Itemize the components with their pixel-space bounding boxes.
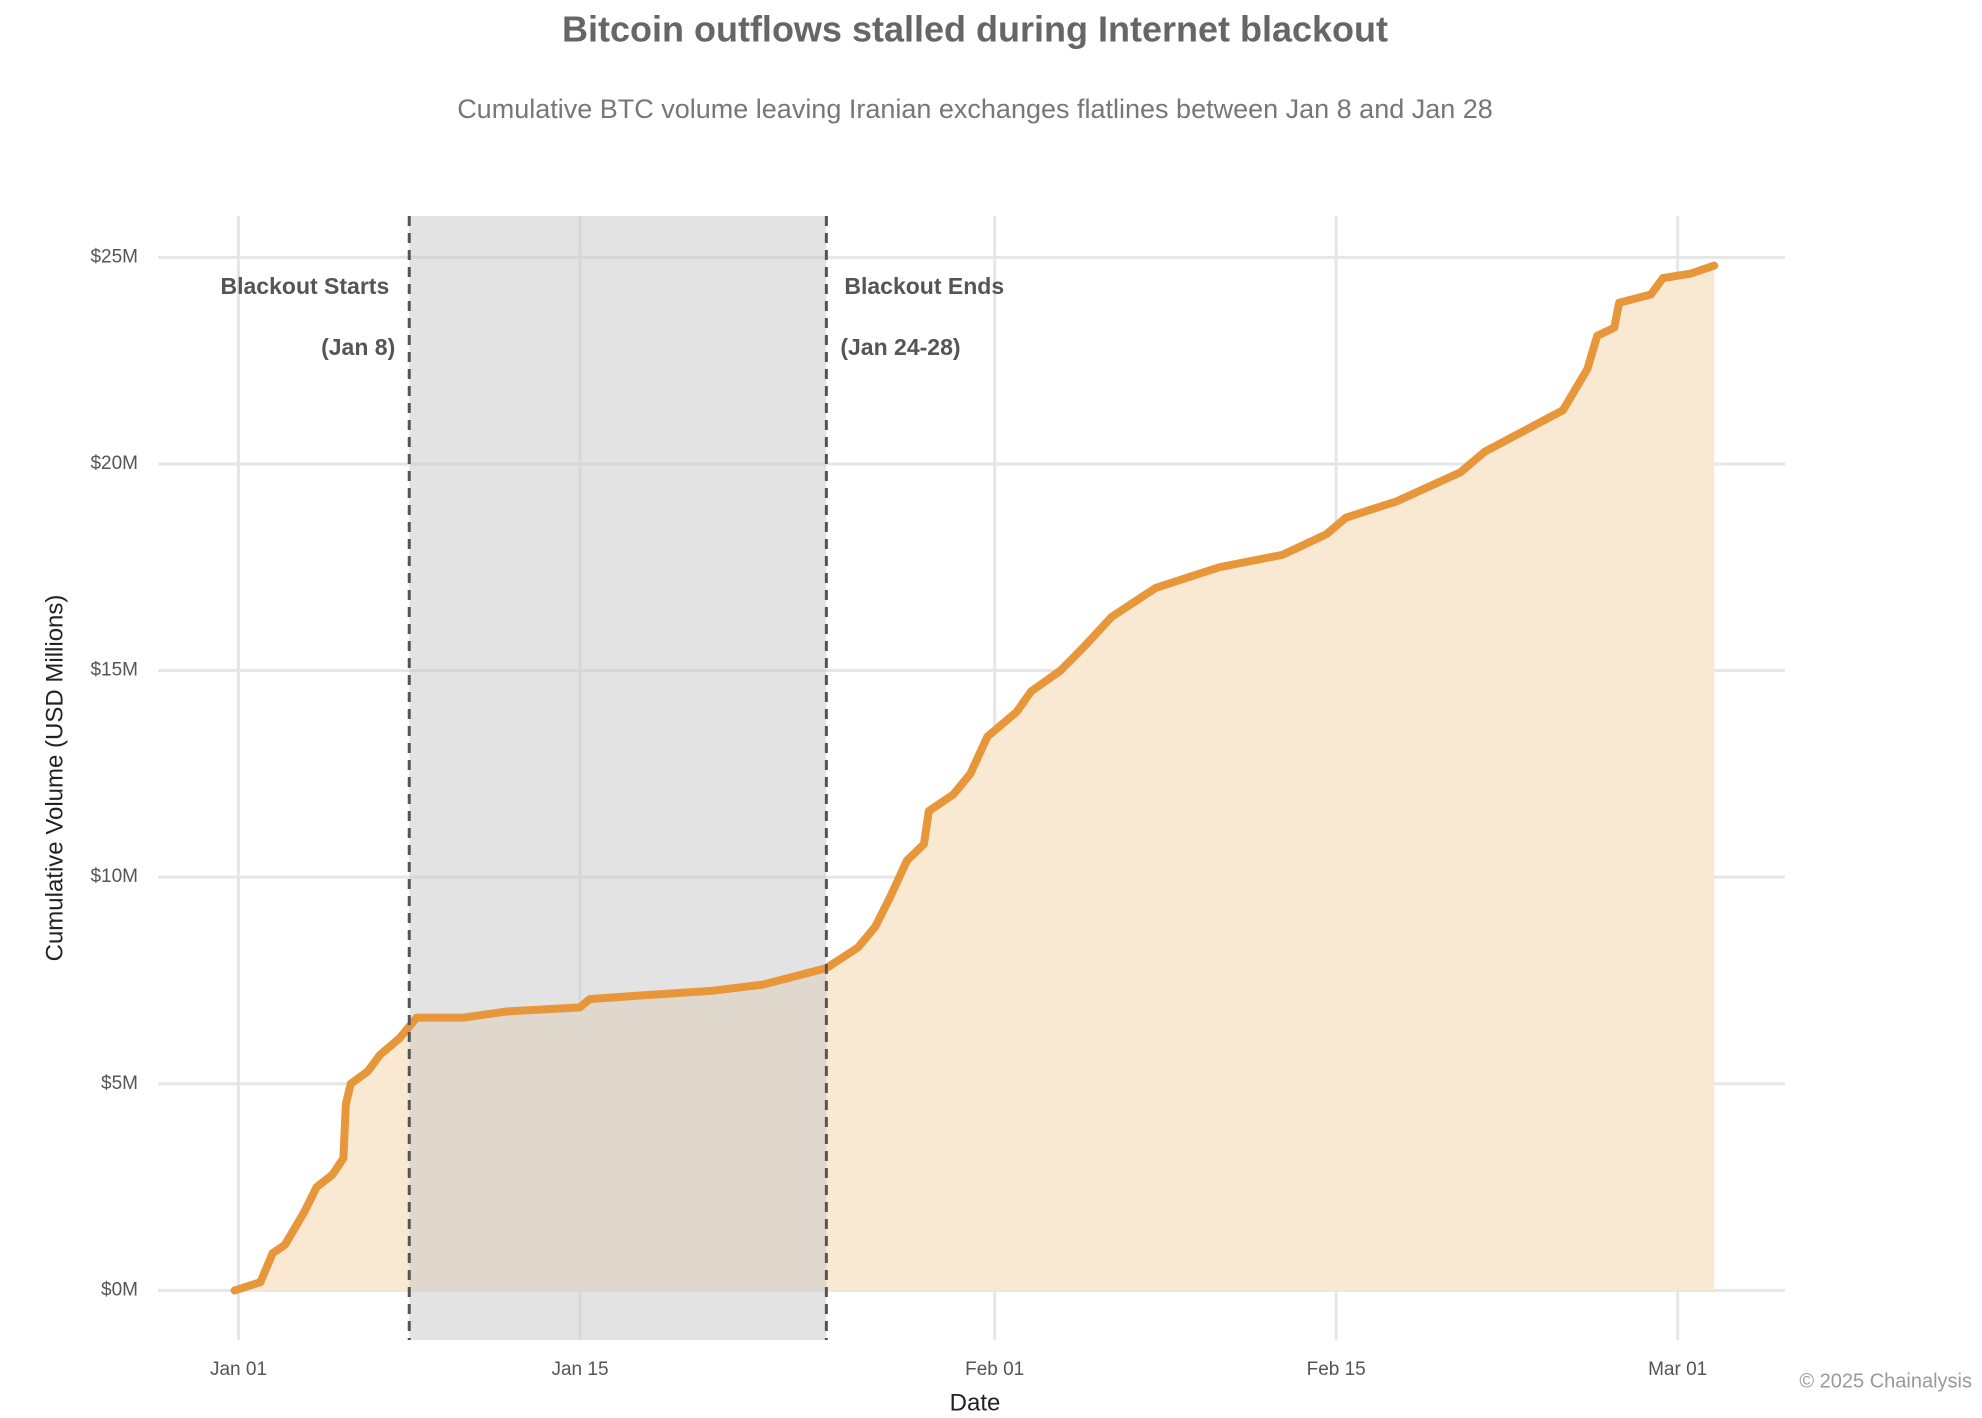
- x-tick-label: Jan 01: [210, 1359, 267, 1380]
- y-tick-label: $5M: [101, 1073, 138, 1094]
- x-tick-label: Mar 01: [1648, 1359, 1707, 1380]
- annotation: Blackout Ends: [844, 273, 1004, 299]
- chart-title: Bitcoin outflows stalled during Internet…: [562, 9, 1388, 50]
- y-tick-label: $25M: [90, 246, 138, 267]
- x-tick-label: Jan 15: [551, 1359, 608, 1380]
- line: [230, 261, 1719, 1295]
- chart-subtitle: Cumulative BTC volume leaving Iranian ex…: [457, 94, 1493, 124]
- blackout-shade: [409, 216, 827, 1340]
- x-tick-label: Feb 01: [965, 1359, 1024, 1380]
- y-tick-label: $10M: [90, 866, 138, 887]
- y-tick-label: $0M: [101, 1279, 138, 1300]
- x-axis-title: Date: [950, 1389, 1001, 1416]
- y-tick-label: $20M: [90, 453, 138, 474]
- credit: © 2025 Chainalysis: [1799, 1370, 1972, 1392]
- x-tick-label: Feb 15: [1307, 1359, 1366, 1380]
- annotation: (Jan 24-28): [840, 334, 960, 360]
- annotation: (Jan 8): [321, 334, 395, 360]
- y-axis-title: Cumulative Volume (USD Millions): [41, 595, 68, 962]
- annotation: Blackout Starts: [221, 273, 390, 299]
- y-tick-label: $15M: [90, 660, 138, 681]
